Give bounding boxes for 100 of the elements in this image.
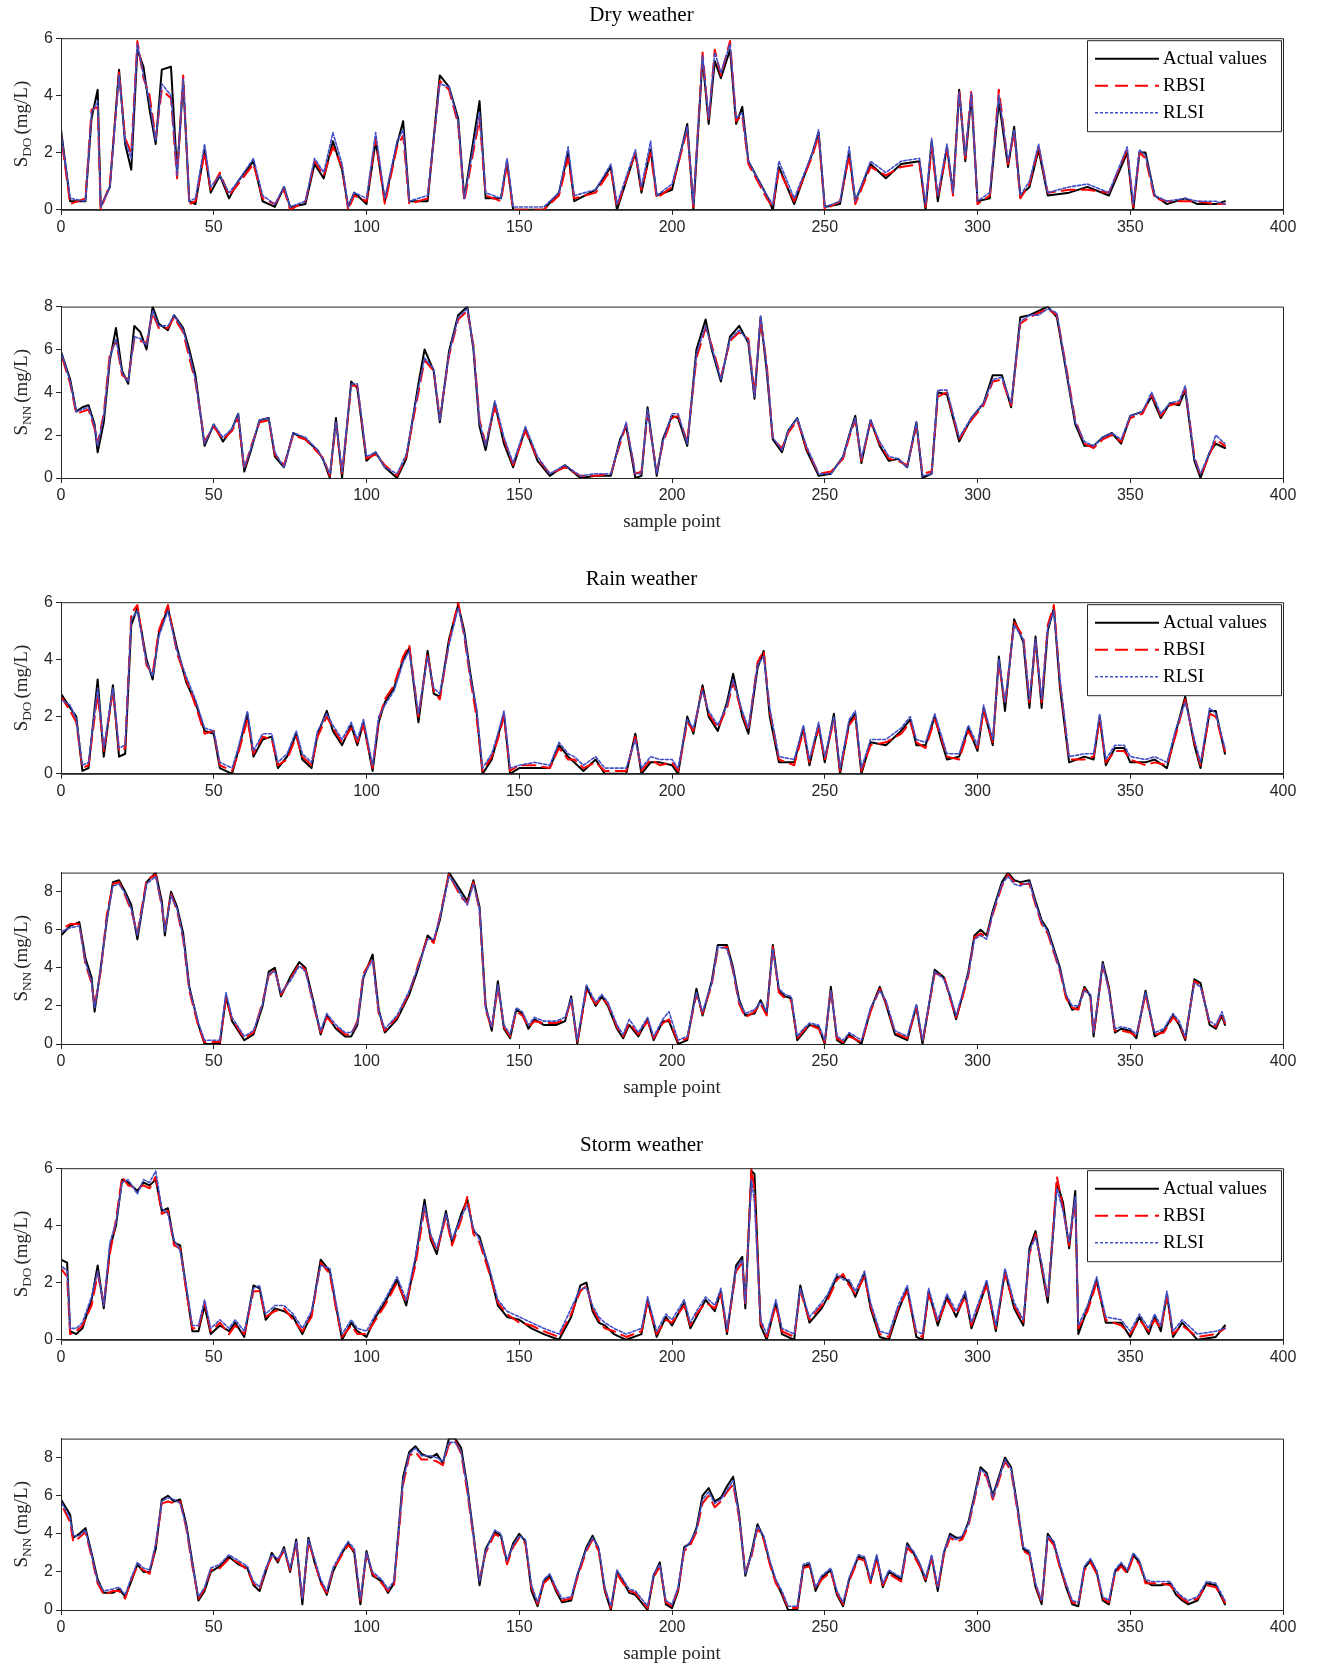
x-tick-label: 0 [56, 1052, 66, 1070]
y-tick-label: 6 [44, 1158, 54, 1176]
x-tick-label: 50 [204, 1618, 223, 1636]
x-tick-label: 350 [1116, 217, 1144, 235]
x-tick-label: 150 [505, 1618, 533, 1636]
x-axis-title: sample point [623, 1075, 722, 1097]
y-tick-label: 2 [44, 425, 54, 443]
y-tick-label: 4 [44, 85, 54, 103]
x-tick-label: 200 [658, 486, 686, 504]
y-tick-label: 4 [44, 958, 54, 976]
x-tick-label: 100 [353, 1347, 380, 1365]
x-tick-label: 50 [204, 1347, 223, 1365]
x-tick-label: 0 [56, 217, 66, 235]
x-tick-label: 300 [964, 217, 991, 235]
x-tick-label: 150 [505, 781, 533, 799]
x-tick-label: 250 [811, 1347, 839, 1365]
y-tick-label: 0 [44, 468, 54, 486]
x-tick-label: 50 [204, 1052, 223, 1070]
y-axis-title: SDO(mg/L) [9, 1210, 35, 1298]
x-tick-label: 100 [353, 217, 380, 235]
y-tick-label: 4 [44, 1215, 54, 1233]
legend-label: RBSI [1163, 637, 1206, 659]
y-tick-label: 4 [44, 1524, 54, 1542]
y-tick-label: 2 [44, 1273, 54, 1291]
y-axis-title: SNN(mg/L) [9, 1480, 35, 1568]
y-tick-label: 6 [44, 920, 54, 938]
x-tick-label: 300 [964, 1618, 991, 1636]
y-tick-label: 0 [44, 1034, 54, 1052]
x-tick-label: 300 [964, 1052, 991, 1070]
y-tick-label: 0 [44, 1330, 54, 1348]
x-tick-label: 400 [1269, 1052, 1297, 1070]
x-axis-title: sample point [623, 1641, 722, 1663]
legend-label: Actual values [1163, 46, 1267, 68]
x-tick-label: 350 [1116, 1347, 1144, 1365]
x-tick-label: 200 [658, 1052, 686, 1070]
x-tick-label: 350 [1116, 486, 1144, 504]
legend-label: Actual values [1163, 610, 1267, 632]
x-tick-label: 150 [505, 1052, 533, 1070]
y-tick-label: 2 [44, 1562, 54, 1580]
y-tick-label: 6 [44, 28, 54, 46]
x-tick-label: 100 [353, 781, 380, 799]
x-tick-label: 100 [353, 1052, 380, 1070]
y-tick-label: 4 [44, 382, 54, 400]
x-tick-label: 150 [505, 486, 533, 504]
x-tick-label: 350 [1116, 781, 1144, 799]
y-tick-label: 8 [44, 297, 54, 315]
x-tick-label: 100 [353, 486, 380, 504]
y-tick-label: 0 [44, 1600, 54, 1618]
y-tick-label: 0 [44, 764, 54, 782]
y-axis-title: SNN(mg/L) [9, 914, 35, 1002]
y-tick-label: 6 [44, 1486, 54, 1504]
x-tick-label: 0 [56, 781, 66, 799]
x-tick-label: 400 [1269, 1618, 1297, 1636]
x-tick-label: 250 [811, 1618, 839, 1636]
x-tick-label: 300 [964, 781, 991, 799]
x-tick-label: 0 [56, 1347, 66, 1365]
chart-title: Dry weather [589, 2, 694, 27]
x-tick-label: 50 [204, 217, 223, 235]
x-tick-label: 400 [1269, 217, 1297, 235]
legend-label: RLSI [1163, 1230, 1205, 1252]
x-tick-label: 50 [204, 486, 223, 504]
y-axis-title: SDO(mg/L) [9, 644, 35, 732]
x-tick-label: 150 [505, 1347, 533, 1365]
x-tick-label: 200 [658, 217, 686, 235]
legend-label: RBSI [1163, 1203, 1206, 1225]
y-tick-label: 2 [44, 996, 54, 1014]
x-tick-label: 250 [811, 781, 839, 799]
y-tick-label: 6 [44, 339, 54, 357]
y-axis-title: SNN(mg/L) [9, 348, 35, 436]
y-tick-label: 8 [44, 1448, 54, 1466]
x-tick-label: 100 [353, 1618, 380, 1636]
x-tick-label: 150 [505, 217, 533, 235]
x-axis-title: sample point [623, 509, 722, 531]
x-tick-label: 200 [658, 781, 686, 799]
y-tick-label: 8 [44, 882, 54, 900]
x-tick-label: 300 [964, 486, 991, 504]
y-tick-label: 2 [44, 707, 54, 725]
chart-title: Rain weather [585, 566, 698, 591]
legend-label: Actual values [1163, 1176, 1267, 1198]
chart-title: Storm weather [579, 1132, 704, 1157]
x-tick-label: 0 [56, 486, 66, 504]
y-axis-title: SDO(mg/L) [9, 80, 35, 168]
x-tick-label: 250 [811, 1052, 839, 1070]
y-tick-label: 2 [44, 143, 54, 161]
x-tick-label: 350 [1116, 1618, 1144, 1636]
x-tick-label: 400 [1269, 486, 1297, 504]
x-tick-label: 300 [964, 1347, 991, 1365]
x-tick-label: 200 [658, 1618, 686, 1636]
x-tick-label: 200 [658, 1347, 686, 1365]
legend-label: RLSI [1163, 100, 1205, 122]
y-tick-label: 4 [44, 649, 54, 667]
x-tick-label: 0 [56, 1618, 66, 1636]
legend-label: RLSI [1163, 664, 1205, 686]
x-tick-label: 50 [204, 781, 223, 799]
x-tick-label: 250 [811, 486, 839, 504]
x-tick-label: 250 [811, 217, 839, 235]
x-tick-label: 350 [1116, 1052, 1144, 1070]
y-tick-label: 0 [44, 200, 54, 218]
x-tick-label: 400 [1269, 781, 1297, 799]
x-tick-label: 400 [1269, 1347, 1297, 1365]
